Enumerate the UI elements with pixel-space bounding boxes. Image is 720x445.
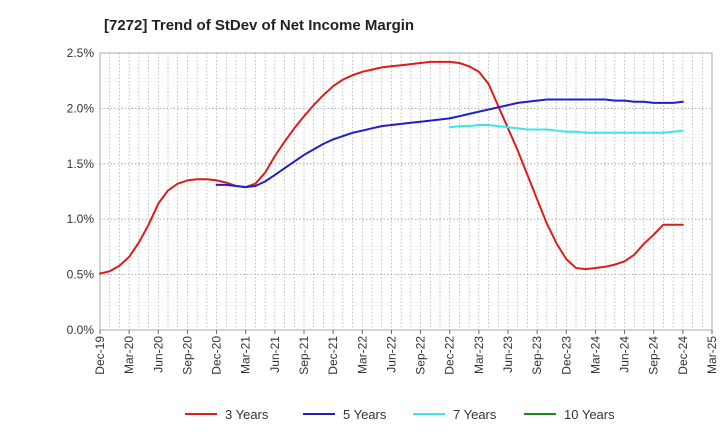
legend: 3 Years 5 Years 7 Years 10 Years xyxy=(185,407,615,422)
x-tick-label: Mar-25 xyxy=(705,336,719,374)
plot-area xyxy=(99,52,713,331)
x-tick-label: Sep-24 xyxy=(647,336,661,375)
x-tick-label: Jun-24 xyxy=(618,336,632,373)
grid-lines xyxy=(100,53,712,330)
x-tick-label: Jun-23 xyxy=(501,336,515,373)
x-tick-label: Dec-19 xyxy=(93,336,107,375)
series-line-3-years xyxy=(99,60,684,275)
x-tick-label: Sep-21 xyxy=(297,336,311,375)
series-line-5-years xyxy=(215,98,684,189)
x-tick-label: Sep-23 xyxy=(530,336,544,375)
series-line-7-years xyxy=(448,124,684,134)
x-tick-label: Jun-21 xyxy=(268,336,282,373)
x-tick-label: Dec-24 xyxy=(676,336,690,375)
y-tick-label: 0.5% xyxy=(67,268,95,282)
legend-label: 7 Years xyxy=(453,407,497,422)
x-tick-label: Mar-24 xyxy=(588,336,602,374)
legend-label: 3 Years xyxy=(225,407,269,422)
x-tick-label: Dec-21 xyxy=(326,336,340,375)
x-tick-label: Dec-23 xyxy=(559,336,573,375)
legend-label: 10 Years xyxy=(564,407,615,422)
series-lines xyxy=(99,60,684,275)
x-tick-label: Dec-20 xyxy=(210,336,224,375)
y-tick-label: 1.5% xyxy=(67,157,95,171)
x-tick-label: Jun-20 xyxy=(151,336,165,373)
y-tick-label: 2.0% xyxy=(67,101,95,115)
y-tick-label: 1.0% xyxy=(67,212,95,226)
x-tick-label: Mar-21 xyxy=(239,336,253,374)
x-tick-label: Sep-22 xyxy=(414,336,428,375)
x-tick-label: Mar-20 xyxy=(122,336,136,374)
x-tick-label: Dec-22 xyxy=(443,336,457,375)
y-tick-label: 2.5% xyxy=(67,46,95,60)
y-tick-label: 0.0% xyxy=(67,323,95,337)
x-tick-label: Jun-22 xyxy=(384,336,398,373)
legend-label: 5 Years xyxy=(343,407,387,422)
x-tick-label: Sep-20 xyxy=(180,336,194,375)
x-tick-label: Mar-22 xyxy=(355,336,369,374)
axes: 0.0% 0.5% 1.0% 1.5% 2.0% 2.5% Dec-19 Mar-20 Jun-… xyxy=(67,46,719,375)
x-tick-label: Mar-23 xyxy=(472,336,486,374)
chart-title: [7272] Trend of StDev of Net Income Marg… xyxy=(104,17,414,34)
